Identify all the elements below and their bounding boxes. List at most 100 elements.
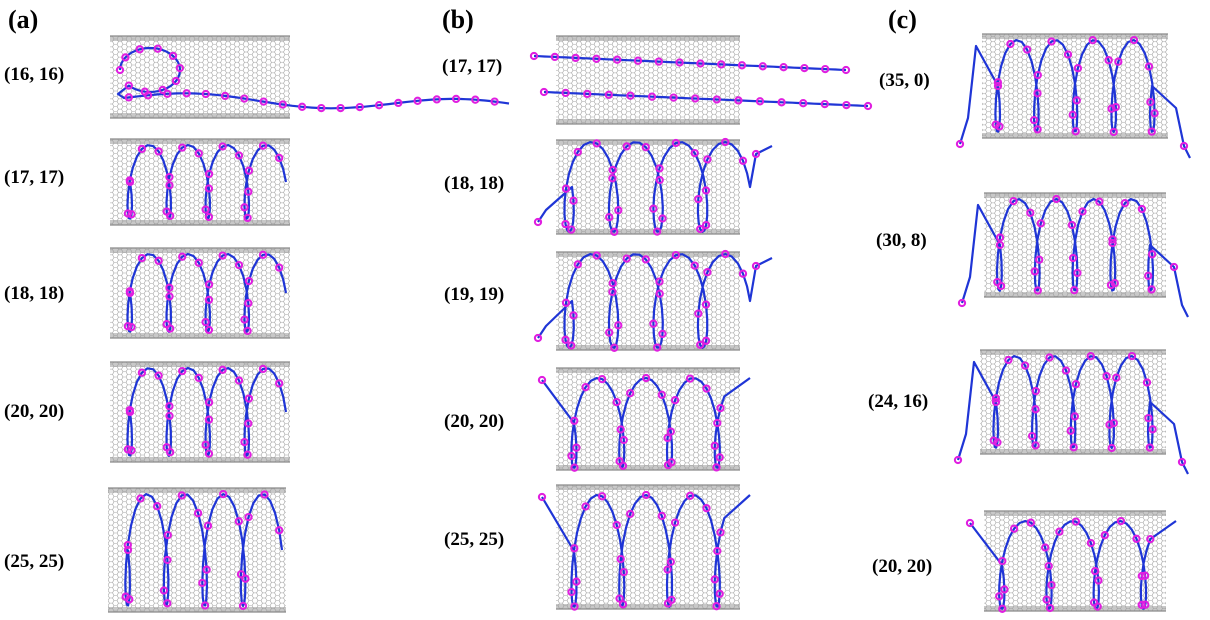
polymer-ring	[1035, 255, 1044, 264]
polymer-ring	[123, 445, 133, 454]
polymer-ring	[696, 340, 705, 349]
polymer-ring	[658, 329, 667, 339]
polymer-ring	[1055, 527, 1064, 536]
polymer-ring	[1045, 603, 1055, 613]
polymer-ring	[1041, 543, 1050, 552]
polymer-ring	[608, 279, 617, 288]
polymer-ring	[1061, 366, 1071, 375]
polymer-ring	[995, 233, 1005, 242]
polymer-ring	[123, 545, 133, 555]
polymer-ring	[244, 512, 253, 522]
polymer-ring	[653, 343, 662, 352]
polymer-ring	[218, 365, 227, 374]
polymer-chain	[533, 249, 773, 352]
polymer-ring	[1104, 56, 1113, 65]
polymer-ring	[136, 494, 145, 503]
polymer-ring	[1073, 64, 1083, 73]
polymer-ring	[618, 600, 628, 609]
polymer-ring	[1029, 115, 1039, 125]
polymer-ring	[240, 315, 249, 324]
polymer-ring	[1031, 405, 1040, 414]
polymer-ring	[1150, 109, 1159, 118]
nanotube	[108, 487, 286, 613]
polymer-ring	[154, 256, 163, 265]
chirality-label: (25, 25)	[4, 551, 64, 572]
polymer-ring	[991, 397, 1001, 407]
polymer-ring	[581, 502, 590, 511]
polymer-ring	[168, 51, 178, 61]
polymer-ring	[641, 143, 650, 152]
polymer-ring	[663, 599, 673, 608]
polymer-ring	[1137, 204, 1147, 214]
polymer-ring	[244, 166, 254, 175]
polymer-ring	[1033, 286, 1042, 295]
polymer-ring	[1111, 102, 1120, 112]
polymer-ring	[162, 320, 171, 329]
polymer-ring	[820, 99, 829, 109]
polymer-ring	[616, 425, 625, 434]
nanotube	[556, 367, 740, 471]
polymer-ring	[1026, 518, 1036, 527]
chirality-label: (24, 16)	[868, 391, 928, 412]
polymer-ring	[244, 394, 254, 403]
polymer-ring	[572, 443, 581, 452]
polymer-ring	[666, 557, 675, 566]
polymer-ring	[204, 415, 214, 424]
polymer-ring	[1114, 57, 1123, 66]
polymer-ring	[713, 546, 722, 556]
polymer-ring	[605, 328, 614, 337]
polymer-ring	[957, 298, 967, 308]
polymer-ring	[1067, 220, 1077, 230]
polymer-ring	[721, 137, 730, 147]
polymer-ring	[1066, 426, 1075, 435]
polymer-ring	[165, 411, 174, 421]
polymer-ring	[1148, 425, 1157, 434]
polymer-ring	[1089, 598, 1099, 607]
polymer-ring	[799, 99, 808, 108]
polymer-ring	[649, 319, 658, 328]
polymer-ring	[219, 489, 228, 499]
polymer-ring	[583, 89, 592, 99]
polymer-ring	[713, 418, 722, 428]
polymer-ring	[571, 53, 580, 63]
polymer-ring	[1108, 238, 1117, 248]
polymer-ring	[863, 101, 873, 111]
polymer-ring	[604, 90, 613, 99]
polymer-ring	[201, 205, 210, 214]
polymer-ring	[701, 186, 711, 195]
polymer-ring	[1009, 524, 1019, 533]
polymer-ring	[696, 224, 705, 234]
polymer-ring	[121, 592, 130, 601]
polymer-ring	[755, 97, 765, 106]
polymer-ring	[238, 601, 248, 611]
polymer-ring	[573, 260, 582, 269]
polymer-ring	[163, 599, 172, 608]
polymer-ring	[201, 89, 210, 99]
polymer-ring	[244, 187, 253, 196]
polymer-ring	[658, 214, 667, 223]
polymer-ring	[626, 389, 635, 398]
polymer-ring	[993, 277, 1002, 287]
polymer-ring	[712, 602, 721, 611]
polymer-ring	[275, 526, 284, 535]
nanotube	[110, 361, 290, 463]
nanotube-layer	[108, 33, 1168, 613]
polymer-ring	[721, 249, 730, 259]
polymer-chain	[953, 351, 1189, 475]
polymer-ring	[751, 149, 761, 159]
polymer-ring	[612, 520, 621, 530]
polymer-ring	[127, 322, 136, 332]
polymer-ring	[841, 65, 851, 75]
polymer-ring	[608, 174, 617, 183]
polymer-ring	[702, 384, 711, 393]
polymer-ring	[1033, 125, 1042, 134]
nanotube	[556, 35, 740, 125]
polymer-ring	[1000, 585, 1009, 594]
polymer-ring	[123, 322, 133, 331]
polymer-ring	[1147, 250, 1157, 259]
polymer-ring	[821, 64, 830, 74]
polymer-ring	[1030, 267, 1039, 276]
polymer-chain	[537, 373, 751, 472]
chirality-label: (30, 8)	[876, 230, 927, 251]
polymer-ring	[619, 435, 628, 445]
